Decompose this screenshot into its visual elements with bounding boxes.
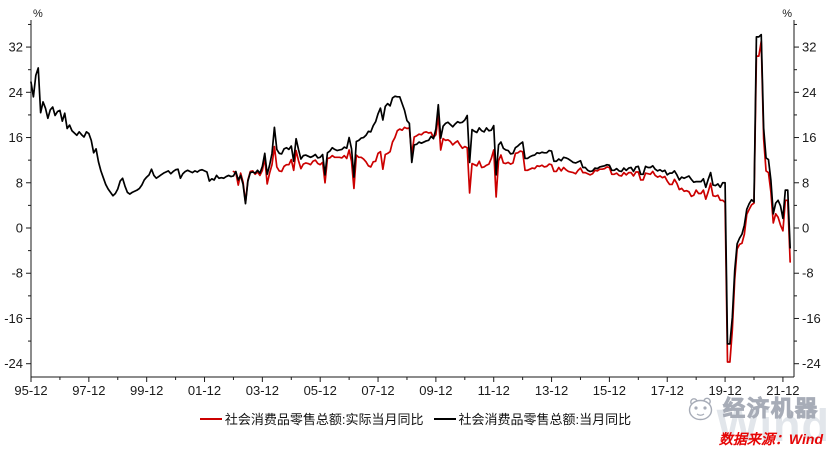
- svg-text:%: %: [782, 8, 792, 20]
- series-line-0: [232, 40, 791, 363]
- series-line-1: [30, 33, 791, 345]
- svg-text:16: 16: [9, 130, 23, 145]
- svg-text:16: 16: [802, 130, 816, 145]
- svg-text:0: 0: [16, 221, 23, 236]
- svg-text:-16: -16: [802, 311, 821, 326]
- svg-text:15-12: 15-12: [593, 383, 626, 398]
- svg-text:97-12: 97-12: [72, 383, 105, 398]
- svg-text:07-12: 07-12: [361, 383, 394, 398]
- svg-text:-8: -8: [802, 266, 814, 281]
- svg-text:11-12: 11-12: [478, 383, 510, 398]
- svg-text:32: 32: [802, 40, 816, 55]
- svg-text:09-12: 09-12: [419, 383, 452, 398]
- axes: [30, 20, 795, 378]
- panda-logo-icon: [686, 395, 716, 427]
- chart-legend: 社会消费品零售总额:实际当月同比 社会消费品零售总额:当月同比: [0, 409, 831, 428]
- svg-text:21-12: 21-12: [766, 383, 799, 398]
- data-source-label: 数据来源：Wind: [718, 431, 823, 447]
- svg-text:24: 24: [802, 85, 816, 100]
- svg-text:05-12: 05-12: [304, 383, 337, 398]
- legend-item-real-yoy: 社会消费品零售总额:实际当月同比: [199, 409, 424, 428]
- svg-text:0: 0: [802, 221, 809, 236]
- svg-text:32: 32: [9, 40, 23, 55]
- svg-text:01-12: 01-12: [188, 383, 221, 398]
- svg-text:24: 24: [9, 85, 23, 100]
- svg-text:8: 8: [16, 175, 23, 190]
- brand-text: 经济机器: [722, 396, 820, 421]
- legend-line-black: [433, 417, 456, 420]
- svg-text:-24: -24: [4, 356, 23, 371]
- svg-text:8: 8: [802, 175, 809, 190]
- legend-item-nominal-yoy: 社会消费品零售总额:当月同比: [433, 409, 632, 428]
- y-axis-ticks: -24 -24 -16 -16 -8 -8 0 0 8 8 16 16 24 24 32 32%%: [4, 8, 821, 371]
- svg-text:17-12: 17-12: [651, 383, 684, 398]
- svg-text:-16: -16: [4, 311, 23, 326]
- svg-text:13-12: 13-12: [535, 383, 568, 398]
- svg-text:-24: -24: [802, 356, 821, 371]
- svg-text:-8: -8: [11, 266, 23, 281]
- x-axis-ticks: 95-12 97-12 99-12 01-12 03-12 05-12 07-12 09-12…: [14, 377, 800, 398]
- svg-text:99-12: 99-12: [130, 383, 163, 398]
- svg-text:03-12: 03-12: [246, 383, 279, 398]
- svg-text:95-12: 95-12: [14, 383, 47, 398]
- svg-text:19-12: 19-12: [708, 383, 741, 398]
- legend-label-nominal-yoy: 社会消费品零售总额:当月同比: [458, 412, 632, 427]
- legend-label-real-yoy: 社会消费品零售总额:实际当月同比: [224, 412, 424, 427]
- svg-text:%: %: [33, 8, 43, 20]
- legend-line-red: [199, 417, 222, 420]
- wind-watermark: Wind: [716, 400, 830, 449]
